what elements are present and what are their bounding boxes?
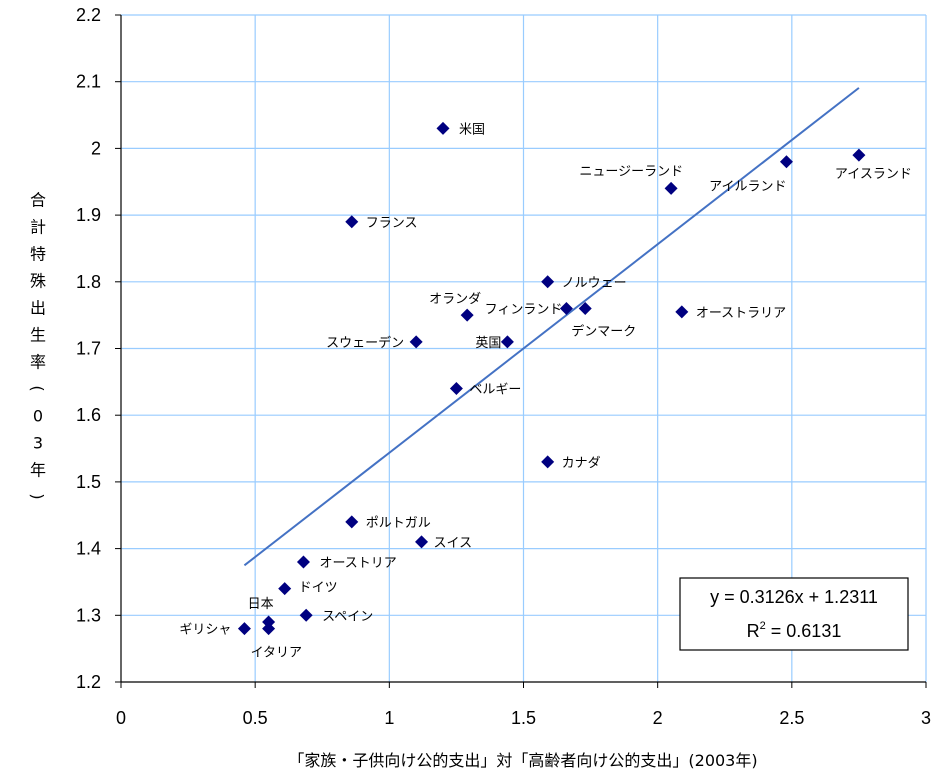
y-axis-title-char: 計 bbox=[30, 218, 46, 237]
data-point bbox=[237, 622, 251, 636]
data-point bbox=[262, 615, 276, 629]
x-tick-label: 1.5 bbox=[511, 708, 536, 728]
y-axis-title-char: 0 bbox=[33, 407, 43, 426]
y-axis-title-char: 年 bbox=[30, 461, 46, 480]
y-tick-label: 1.6 bbox=[76, 405, 101, 425]
point-label: ギリシャ bbox=[179, 623, 231, 638]
data-point bbox=[460, 308, 474, 322]
x-tick-label: 0 bbox=[116, 708, 126, 728]
x-tick-label: 1 bbox=[384, 708, 394, 728]
data-point bbox=[559, 301, 573, 315]
data-point bbox=[578, 301, 592, 315]
y-tick-label: 1.7 bbox=[76, 339, 101, 359]
y-axis-title-char: 合 bbox=[30, 191, 46, 210]
data-point bbox=[345, 515, 359, 529]
data-point bbox=[664, 181, 678, 195]
data-point bbox=[852, 148, 866, 162]
trendline-equation: y = 0.3126x + 1.2311 bbox=[710, 587, 878, 607]
y-tick-label: 1.5 bbox=[76, 472, 101, 492]
point-label: 米国 bbox=[459, 122, 485, 137]
y-axis-title-char: 出 bbox=[30, 299, 46, 318]
y-tick-label: 1.2 bbox=[76, 672, 101, 692]
x-tick-labels: 0 0.5 1 1.5 2 2.5 3 bbox=[116, 708, 931, 728]
point-label: スイス bbox=[434, 536, 473, 551]
data-point bbox=[449, 382, 463, 396]
point-label: イタリア bbox=[251, 646, 302, 661]
y-axis-title-char: 率 bbox=[30, 353, 46, 372]
x-tick-label: 3 bbox=[921, 708, 931, 728]
data-point bbox=[345, 215, 359, 229]
point-label: ドイツ bbox=[299, 581, 338, 596]
data-point bbox=[541, 455, 555, 469]
data-point bbox=[675, 305, 689, 319]
data-point bbox=[541, 275, 555, 289]
point-label: 英国 bbox=[475, 336, 501, 351]
data-points bbox=[237, 121, 866, 636]
point-label: ニュージーランド bbox=[579, 164, 683, 179]
point-label: 日本 bbox=[248, 597, 274, 612]
data-point bbox=[299, 608, 313, 622]
point-label: デンマーク bbox=[571, 323, 636, 339]
y-tick-labels: 1.2 1.3 1.4 1.5 1.6 1.7 1.8 1.9 2 2.1 2.2 bbox=[76, 5, 101, 692]
point-label: ベルギー bbox=[469, 383, 521, 398]
point-label: カナダ bbox=[562, 456, 601, 471]
x-tick-label: 0.5 bbox=[243, 708, 268, 728]
data-point bbox=[436, 121, 450, 135]
y-tick-label: 1.4 bbox=[76, 539, 101, 559]
r-squared-label: R2 = 0.6131 bbox=[747, 620, 842, 641]
y-tick-label: 1.8 bbox=[76, 272, 101, 292]
point-label: オランダ bbox=[429, 292, 481, 307]
x-tick-label: 2 bbox=[653, 708, 663, 728]
point-label: ノルウェー bbox=[562, 276, 627, 291]
data-point bbox=[779, 155, 793, 169]
data-point bbox=[262, 622, 276, 636]
x-axis-title: 「家族・子供向け公的支出」対「高齢者向け公的支出」(2003年) bbox=[288, 751, 757, 770]
y-axis-title-char: 特 bbox=[30, 245, 46, 264]
point-label: フィンランド bbox=[485, 302, 563, 317]
point-label: オーストラリア bbox=[696, 306, 786, 321]
y-axis-title-char: 殊 bbox=[30, 272, 46, 291]
y-tick-label: 2.2 bbox=[76, 5, 101, 25]
data-point bbox=[409, 335, 423, 349]
data-point bbox=[500, 335, 514, 349]
data-point bbox=[278, 582, 292, 596]
point-label: アイスランド bbox=[835, 167, 912, 182]
y-tick-label: 1.3 bbox=[76, 605, 101, 625]
point-label: オーストリア bbox=[319, 556, 396, 571]
point-label: スウェーデン bbox=[326, 335, 404, 351]
data-point bbox=[415, 535, 429, 549]
y-tick-label: 2.1 bbox=[76, 72, 101, 92]
y-axis-title-char: ( bbox=[28, 385, 47, 391]
axes bbox=[115, 14, 927, 688]
y-axis-title-char: 3 bbox=[33, 434, 43, 453]
y-axis-title-char: ) bbox=[28, 493, 47, 499]
x-tick-label: 2.5 bbox=[779, 708, 804, 728]
point-label: アイルランド bbox=[709, 180, 786, 195]
trendline bbox=[243, 87, 860, 567]
y-axis-title-char: 生 bbox=[30, 326, 46, 345]
point-label: ポルトガル bbox=[366, 516, 431, 531]
y-tick-label: 1.9 bbox=[76, 205, 101, 225]
equation-box: y = 0.3126x + 1.2311 R2 = 0.6131 bbox=[679, 577, 909, 651]
point-label: スペイン bbox=[322, 609, 373, 624]
point-label: フランス bbox=[366, 216, 418, 231]
y-tick-label: 2 bbox=[91, 138, 101, 158]
data-point bbox=[296, 555, 310, 569]
